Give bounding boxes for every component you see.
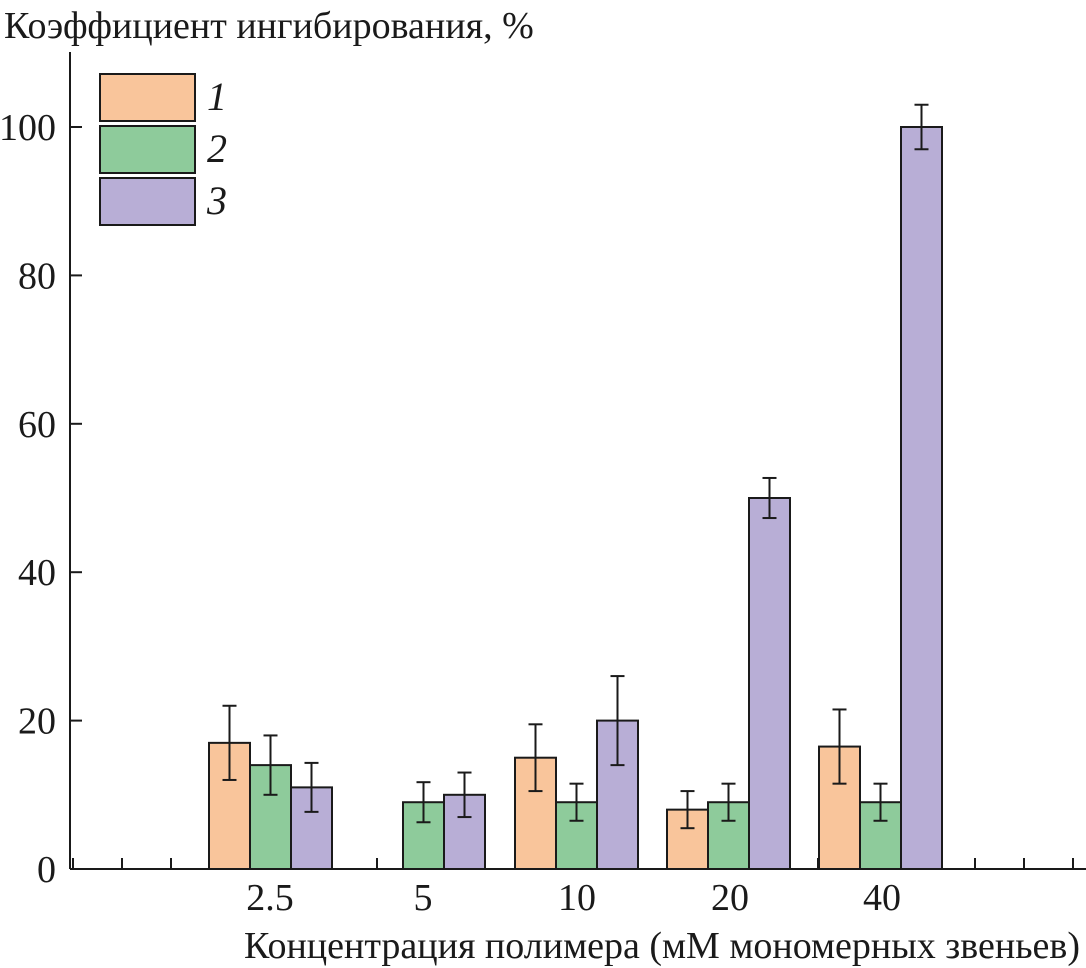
x-axis-title: Концентрация полимера (мМ мономерных зве… xyxy=(244,925,1080,967)
legend-swatch-3 xyxy=(99,177,196,226)
legend-swatch-2 xyxy=(99,125,196,174)
legend-swatch-1 xyxy=(99,73,196,122)
x-category-label: 40 xyxy=(863,877,901,919)
error-bar xyxy=(610,675,625,767)
y-tick-label: 80 xyxy=(18,255,56,297)
error-bar xyxy=(528,723,543,793)
y-axis-title: Коэффициент ингибирования, % xyxy=(4,5,534,47)
error-bar xyxy=(914,103,929,151)
y-tick-label: 0 xyxy=(37,849,56,891)
error-bar xyxy=(569,782,584,822)
bar-series-3-20 xyxy=(748,497,791,870)
error-bar xyxy=(263,734,278,796)
y-tick-label: 100 xyxy=(0,107,56,149)
legend-label-3: 3 xyxy=(206,178,227,223)
error-bar xyxy=(680,790,695,830)
error-bar xyxy=(304,761,319,813)
error-bar xyxy=(873,782,888,822)
x-category-label: 10 xyxy=(558,877,596,919)
error-bar xyxy=(762,476,777,520)
legend-label-1: 1 xyxy=(207,74,227,119)
x-category-label: 5 xyxy=(414,877,433,919)
y-tick-label: 20 xyxy=(18,701,56,743)
x-category-label: 20 xyxy=(711,877,749,919)
error-bar xyxy=(832,708,847,785)
x-category-label: 2.5 xyxy=(246,877,294,919)
error-bar xyxy=(416,781,431,824)
legend-label-2: 2 xyxy=(207,126,227,171)
error-bar xyxy=(457,771,472,819)
error-bar xyxy=(721,782,736,822)
y-tick-label: 60 xyxy=(18,404,56,446)
bar-series-3-40 xyxy=(900,126,943,870)
error-bar xyxy=(222,704,237,781)
y-tick-label: 40 xyxy=(18,552,56,594)
